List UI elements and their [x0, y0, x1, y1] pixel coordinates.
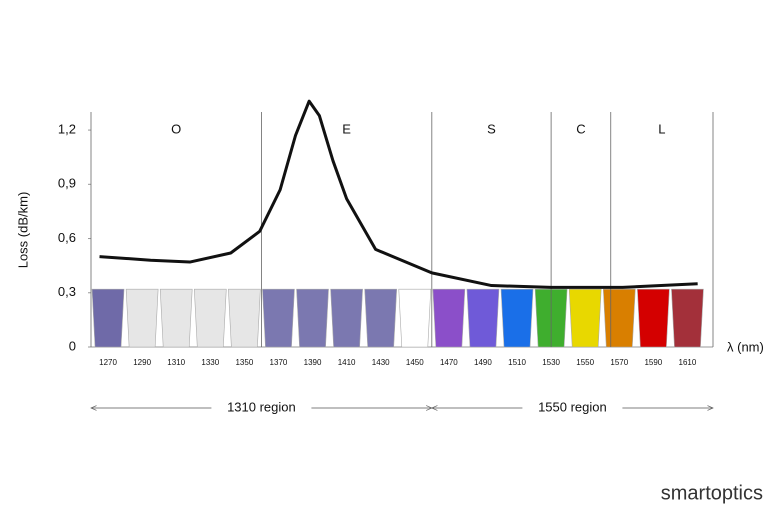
x-axis-label: λ (nm)	[727, 339, 764, 354]
x-tick-label: 1290	[133, 358, 151, 367]
channel-bar	[262, 288, 295, 348]
x-tick-label: 1590	[644, 358, 662, 367]
x-tick-label: 1350	[235, 358, 253, 367]
channel-bar	[364, 288, 398, 348]
x-tick-label: 1450	[406, 358, 424, 367]
y-tick-label: 0,3	[58, 284, 76, 299]
channel-bar	[466, 288, 500, 348]
x-tick-label: 1550	[576, 358, 594, 367]
band-label: E	[342, 121, 351, 136]
x-tick-label: 1510	[508, 358, 526, 367]
x-tick-label: 1430	[372, 358, 390, 367]
x-tick-label: 1410	[338, 358, 356, 367]
loss-curve	[99, 99, 698, 289]
x-tick-label: 1490	[474, 358, 492, 367]
y-tick-label: 0,6	[58, 230, 76, 245]
x-tick-label: 1370	[270, 358, 288, 367]
channel-bar	[91, 288, 125, 348]
band-label: C	[576, 121, 585, 136]
x-tick-label: 1470	[440, 358, 458, 367]
channel-bar	[296, 288, 329, 348]
x-tick-label: 1570	[610, 358, 628, 367]
y-tick-label: 0	[69, 338, 76, 353]
band-label: O	[171, 121, 181, 136]
y-tick-label: 0,9	[58, 176, 76, 191]
region-label: 1310 region	[227, 399, 296, 414]
channel-bar	[602, 288, 636, 348]
channel-bar	[500, 288, 534, 348]
x-tick-label: 1330	[201, 358, 219, 367]
region-label: 1550 region	[538, 399, 607, 414]
channel-bar	[432, 288, 466, 348]
band-label: S	[487, 121, 496, 136]
channel-bar	[330, 288, 363, 348]
channel-bar	[671, 288, 704, 348]
channel-bar	[193, 288, 227, 348]
x-tick-label: 1390	[304, 358, 322, 367]
x-tick-label: 1530	[542, 358, 560, 367]
channel-bar	[398, 288, 432, 348]
y-tick-label: 1,2	[58, 122, 76, 137]
channel-bar	[568, 288, 602, 348]
channel-bar	[125, 288, 159, 348]
logo: smartoptics	[661, 482, 763, 504]
channel-bar	[637, 288, 670, 348]
channel-bar	[228, 288, 261, 348]
channel-bar	[159, 288, 193, 348]
x-tick-label: 1310	[167, 358, 185, 367]
x-tick-label: 1610	[679, 358, 697, 367]
band-label: L	[658, 121, 665, 136]
x-tick-label: 1270	[99, 358, 117, 367]
y-axis-label: Loss (dB/km)	[15, 192, 30, 269]
